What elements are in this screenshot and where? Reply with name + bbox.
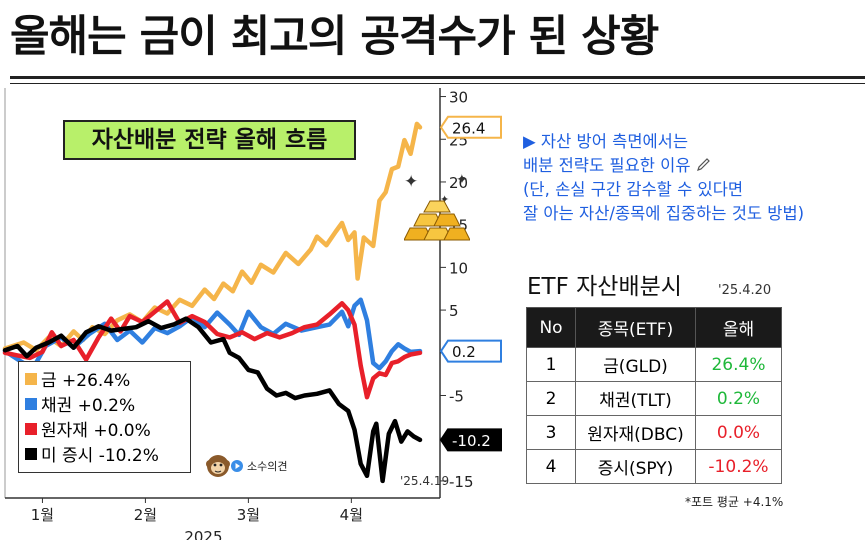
x-tick-label: 3월	[237, 506, 260, 524]
cell-no: 2	[526, 381, 576, 416]
page-title: 올해는 금이 최고의 공격수가 된 상황	[10, 12, 659, 62]
column-header-etf: 종목(ETF)	[575, 307, 696, 348]
etf-table: No 종목(ETF) 올해 1 금(GLD) 26.4% 2 채권(TLT) 0.2% 3 원…	[526, 307, 782, 484]
chart-legend: 금 +26.4% 채권 +0.2% 원자재 +0.0% 미 증시 -10.2%	[18, 361, 191, 473]
note-line: ▶ 자산 방어 측면에서는	[523, 132, 689, 151]
cell-ytd: 0.0%	[695, 415, 782, 450]
note-line: 배분 전략도 필요한 이유	[523, 154, 866, 178]
watermark: 소수의견	[205, 453, 287, 479]
cell-ytd: 0.2%	[695, 381, 782, 416]
column-header-no: No	[526, 307, 576, 348]
play-icon	[231, 460, 243, 472]
x-tick-label: 1월	[31, 506, 54, 524]
y-tick-label: 5	[449, 302, 459, 320]
table-title: ETF 자산배분시	[527, 274, 682, 300]
series-line-미 증시	[2, 316, 423, 484]
sparkle-icon: ✦	[456, 172, 468, 188]
legend-label: 금 +26.4%	[41, 371, 131, 391]
end-value-label: 0.2	[452, 343, 476, 361]
series-line-원자재	[2, 299, 423, 400]
note-line: 잘 아는 자산/종목에 집중하는 것도 방법)	[523, 204, 805, 223]
cell-etf: 채권(TLT)	[575, 381, 696, 416]
table-row: 4 증시(SPY) -10.2%	[526, 449, 782, 484]
end-value-tag	[439, 428, 502, 452]
cell-ytd: -10.2%	[695, 449, 782, 484]
cell-no: 3	[526, 415, 576, 450]
table-footnote: *포트 평균 +4.1%	[685, 495, 784, 509]
cell-no: 1	[526, 347, 576, 382]
legend-swatch	[25, 372, 37, 385]
x-tick-label: 2월	[134, 506, 157, 524]
sparkle-icon: ✦	[404, 172, 419, 192]
end-value-tag	[439, 115, 502, 139]
cell-no: 4	[526, 449, 576, 484]
cell-etf: 증시(SPY)	[575, 449, 696, 484]
y-tick-label: 20	[449, 174, 468, 192]
end-value-label: 26.4	[452, 119, 485, 137]
legend-swatch	[25, 397, 37, 410]
table-row: 1 금(GLD) 26.4%	[526, 347, 782, 382]
legend-item: 원자재 +0.0%	[25, 416, 184, 441]
note-line: (단, 손실 구간 감수할 수 있다면	[523, 180, 744, 199]
table-row: 3 원자재(DBC) 0.0%	[526, 415, 782, 450]
monkey-avatar-icon	[206, 455, 230, 477]
y-tick-label: -15	[449, 473, 474, 491]
legend-item: 금 +26.4%	[25, 366, 184, 391]
legend-item: 채권 +0.2%	[25, 391, 184, 416]
legend-swatch	[25, 447, 37, 460]
y-tick-label: 10	[449, 259, 468, 277]
end-value-label: -10.2	[452, 432, 491, 450]
cell-ytd: 26.4%	[695, 347, 782, 382]
x-tick-label: 4월	[340, 506, 363, 524]
chart-badge: 자산배분 전략 올해 흐름	[63, 120, 356, 160]
note-box: ▶ 자산 방어 측면에서는 배분 전략도 필요한 이유 (단, 손실 구간 감수…	[523, 130, 866, 226]
table-row: 2 채권(TLT) 0.2%	[526, 381, 782, 416]
x-axis-year: 2025	[184, 528, 222, 540]
title-underline	[10, 76, 865, 79]
y-tick-label: 30	[449, 89, 468, 107]
source-date: '25.4.19	[400, 474, 450, 488]
table-header-row: No 종목(ETF) 올해	[526, 307, 782, 348]
cell-etf: 원자재(DBC)	[575, 415, 696, 450]
sparkle-icon: ✦	[440, 193, 450, 206]
title-underline-thin	[10, 83, 865, 84]
legend-label: 원자재 +0.0%	[41, 421, 151, 441]
pencil-icon	[696, 158, 710, 171]
watermark-label: 소수의견	[247, 460, 288, 473]
end-value-tag	[439, 339, 502, 363]
table-date: '25.4.20	[718, 283, 772, 298]
line-chart: -15-10-50510152025301월2월3월4월202526.40.2-…	[2, 88, 502, 540]
legend-swatch	[25, 422, 37, 435]
column-header-ytd: 올해	[695, 307, 782, 348]
legend-label: 채권 +0.2%	[41, 396, 136, 416]
y-tick-label: -5	[449, 388, 464, 406]
cell-etf: 금(GLD)	[575, 347, 696, 382]
legend-item: 미 증시 -10.2%	[25, 441, 184, 466]
gold-bars-icon	[404, 200, 470, 241]
legend-label: 미 증시 -10.2%	[41, 446, 159, 466]
